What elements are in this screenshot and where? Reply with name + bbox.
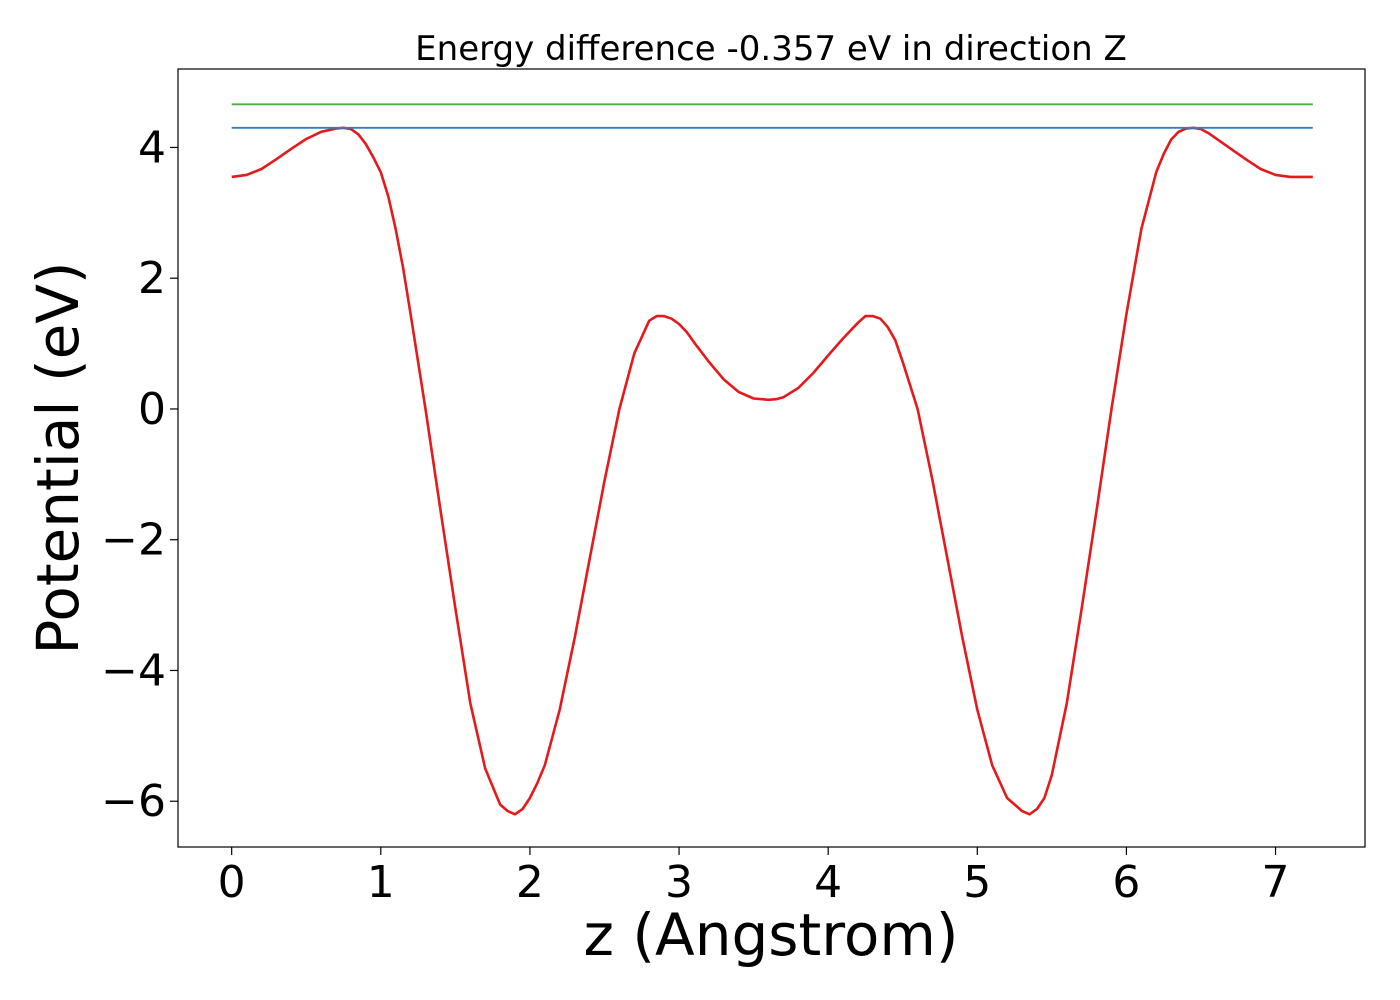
y-axis: −6 −4 −2 0 2 4: [101, 122, 178, 827]
x-tick-label: 1: [367, 857, 395, 908]
y-tick-label: 2: [138, 253, 166, 304]
x-tick-label: 0: [218, 857, 246, 908]
y-tick-label: −6: [101, 776, 166, 827]
y-tick-label: −2: [101, 515, 166, 566]
x-tick-label: 2: [516, 857, 544, 908]
chart-title: Energy difference -0.357 eV in direction…: [415, 29, 1127, 69]
x-tick-label: 4: [814, 857, 842, 908]
x-axis-label: z (Angstrom): [584, 901, 959, 969]
plot-frame: [177, 68, 1366, 848]
y-tick-label: −4: [101, 645, 166, 696]
series-layer: [231, 103, 1313, 816]
x-tick-label: 7: [1262, 857, 1290, 908]
y-axis-label: Potential (eV): [24, 261, 92, 654]
x-tick-label: 6: [1112, 857, 1140, 908]
series-line-0: [231, 126, 1313, 816]
y-tick-label: 4: [138, 122, 166, 173]
x-axis: 0 1 2 3 4 5 6 7: [218, 847, 1290, 908]
x-tick-label: 5: [963, 857, 991, 908]
x-tick-label: 3: [665, 857, 693, 908]
y-tick-label: 0: [138, 384, 166, 435]
